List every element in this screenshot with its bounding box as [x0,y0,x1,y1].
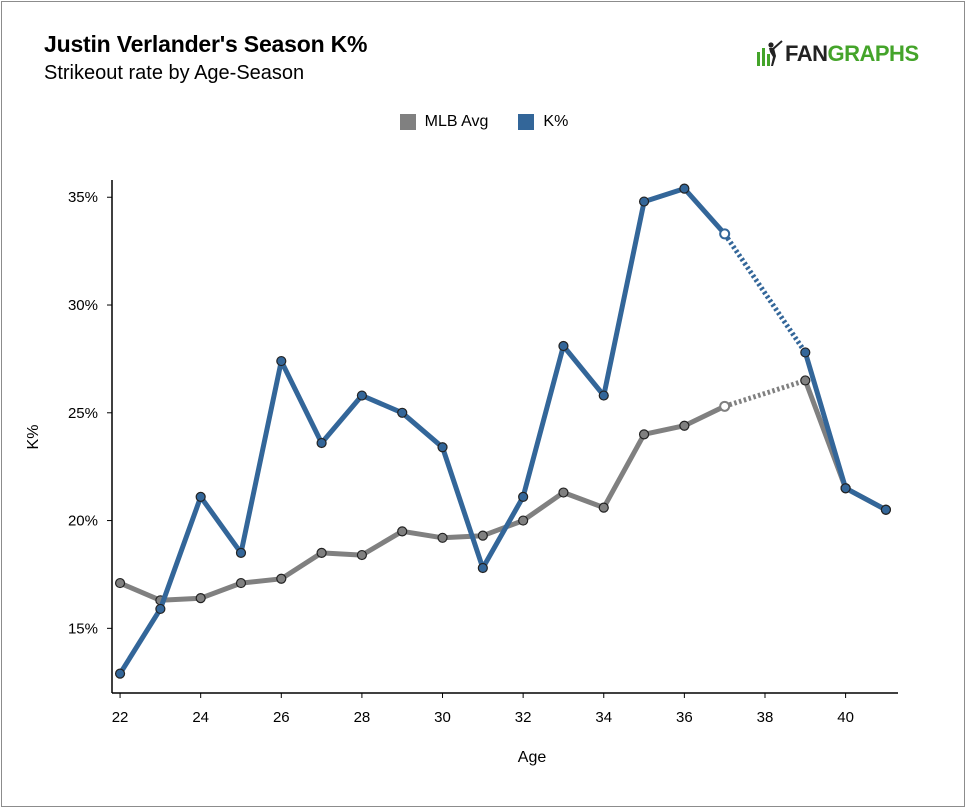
x-tick-label-40: 40 [837,709,854,726]
data-point-mlb-avg-age-25 [235,577,247,589]
data-point-mlb-avg-age-34 [598,502,609,513]
chart-title: Justin Verlander's Season K% [44,31,368,57]
data-point-k-age-22 [114,668,126,679]
logo-text-fan: FAN [785,41,828,66]
x-axis-label: Age [518,749,547,766]
logo-text-graphs: GRAPHS [827,41,920,66]
y-tick-label-35: 35% [68,189,98,206]
x-tick-label-22: 22 [112,709,129,726]
fangraphs-logo: FAN GRAPHS [755,40,919,68]
data-point-k-age-32 [518,491,529,502]
y-tick-label-15: 15% [68,620,98,637]
data-point-mlb-avg-age-35 [638,429,650,440]
data-point-k-age-33 [558,340,569,352]
series-line-k-dotted-1 [722,232,808,354]
x-tick-label-28: 28 [354,709,371,726]
data-point-k-age-39 [800,347,811,358]
chart-subtitle: Strikeout rate by Age-Season [44,62,305,84]
data-point-mlb-avg-age-22 [114,577,126,589]
data-point-k-age-28 [356,390,368,401]
data-point-k-age-34 [598,390,609,401]
data-point-mlb-avg-age-31 [477,530,488,541]
data-point-mlb-avg-age-37 [719,400,731,412]
legend-item-mlb-avg[interactable]: MLB Avg [399,113,489,131]
chart-legend: MLB Avg K% [0,113,968,131]
data-point-k-age-35 [638,196,650,207]
data-point-k-age-27 [316,437,327,449]
legend-swatch-mlb-avg [399,114,416,130]
y-tick-label-20: 20% [68,513,98,530]
data-point-k-age-26 [276,355,287,367]
data-point-k-age-41 [880,504,892,515]
x-tick-label-34: 34 [595,709,612,726]
data-point-mlb-avg-age-24 [195,593,206,604]
data-point-k-age-24 [195,491,206,502]
y-axis-label: K% [25,425,42,450]
series-line-k-solid-0 [117,186,728,677]
legend-label-mlb-avg: MLB Avg [424,113,489,130]
x-tick-label-24: 24 [192,709,209,726]
legend-label-k-pct: K% [543,113,569,130]
y-tick-label-30: 30% [68,297,98,314]
data-point-k-age-37 [719,228,731,240]
data-point-k-age-25 [235,547,247,558]
series-line-mlb-avg-solid-0 [117,403,728,603]
data-point-k-age-30 [437,442,448,453]
data-point-mlb-avg-age-39 [800,375,811,386]
data-point-mlb-avg-age-27 [316,547,327,558]
data-point-mlb-avg-age-36 [679,420,690,431]
legend-item-k-pct[interactable]: K% [518,113,568,131]
legend-swatch-k-pct [518,114,535,130]
x-tick-label-36: 36 [676,709,693,726]
data-point-mlb-avg-age-29 [397,526,408,537]
data-point-mlb-avg-age-32 [518,515,529,526]
data-point-k-age-29 [397,407,408,418]
x-tick-label-26: 26 [273,709,290,726]
series-line-mlb-avg-dotted-1 [723,378,807,409]
data-point-mlb-avg-age-30 [437,532,448,543]
x-tick-label-30: 30 [434,709,451,726]
data-point-mlb-avg-age-28 [356,549,368,561]
data-point-k-age-36 [679,183,690,194]
x-tick-label-32: 32 [515,709,532,726]
data-point-k-age-40 [840,483,851,494]
data-point-mlb-avg-age-33 [558,487,569,498]
y-tick-label-25: 25% [68,405,98,422]
data-point-mlb-avg-age-26 [276,573,287,584]
batter-icon [757,40,783,66]
data-point-k-age-23 [155,603,166,615]
data-point-k-age-31 [477,562,488,574]
x-tick-label-38: 38 [757,709,774,726]
